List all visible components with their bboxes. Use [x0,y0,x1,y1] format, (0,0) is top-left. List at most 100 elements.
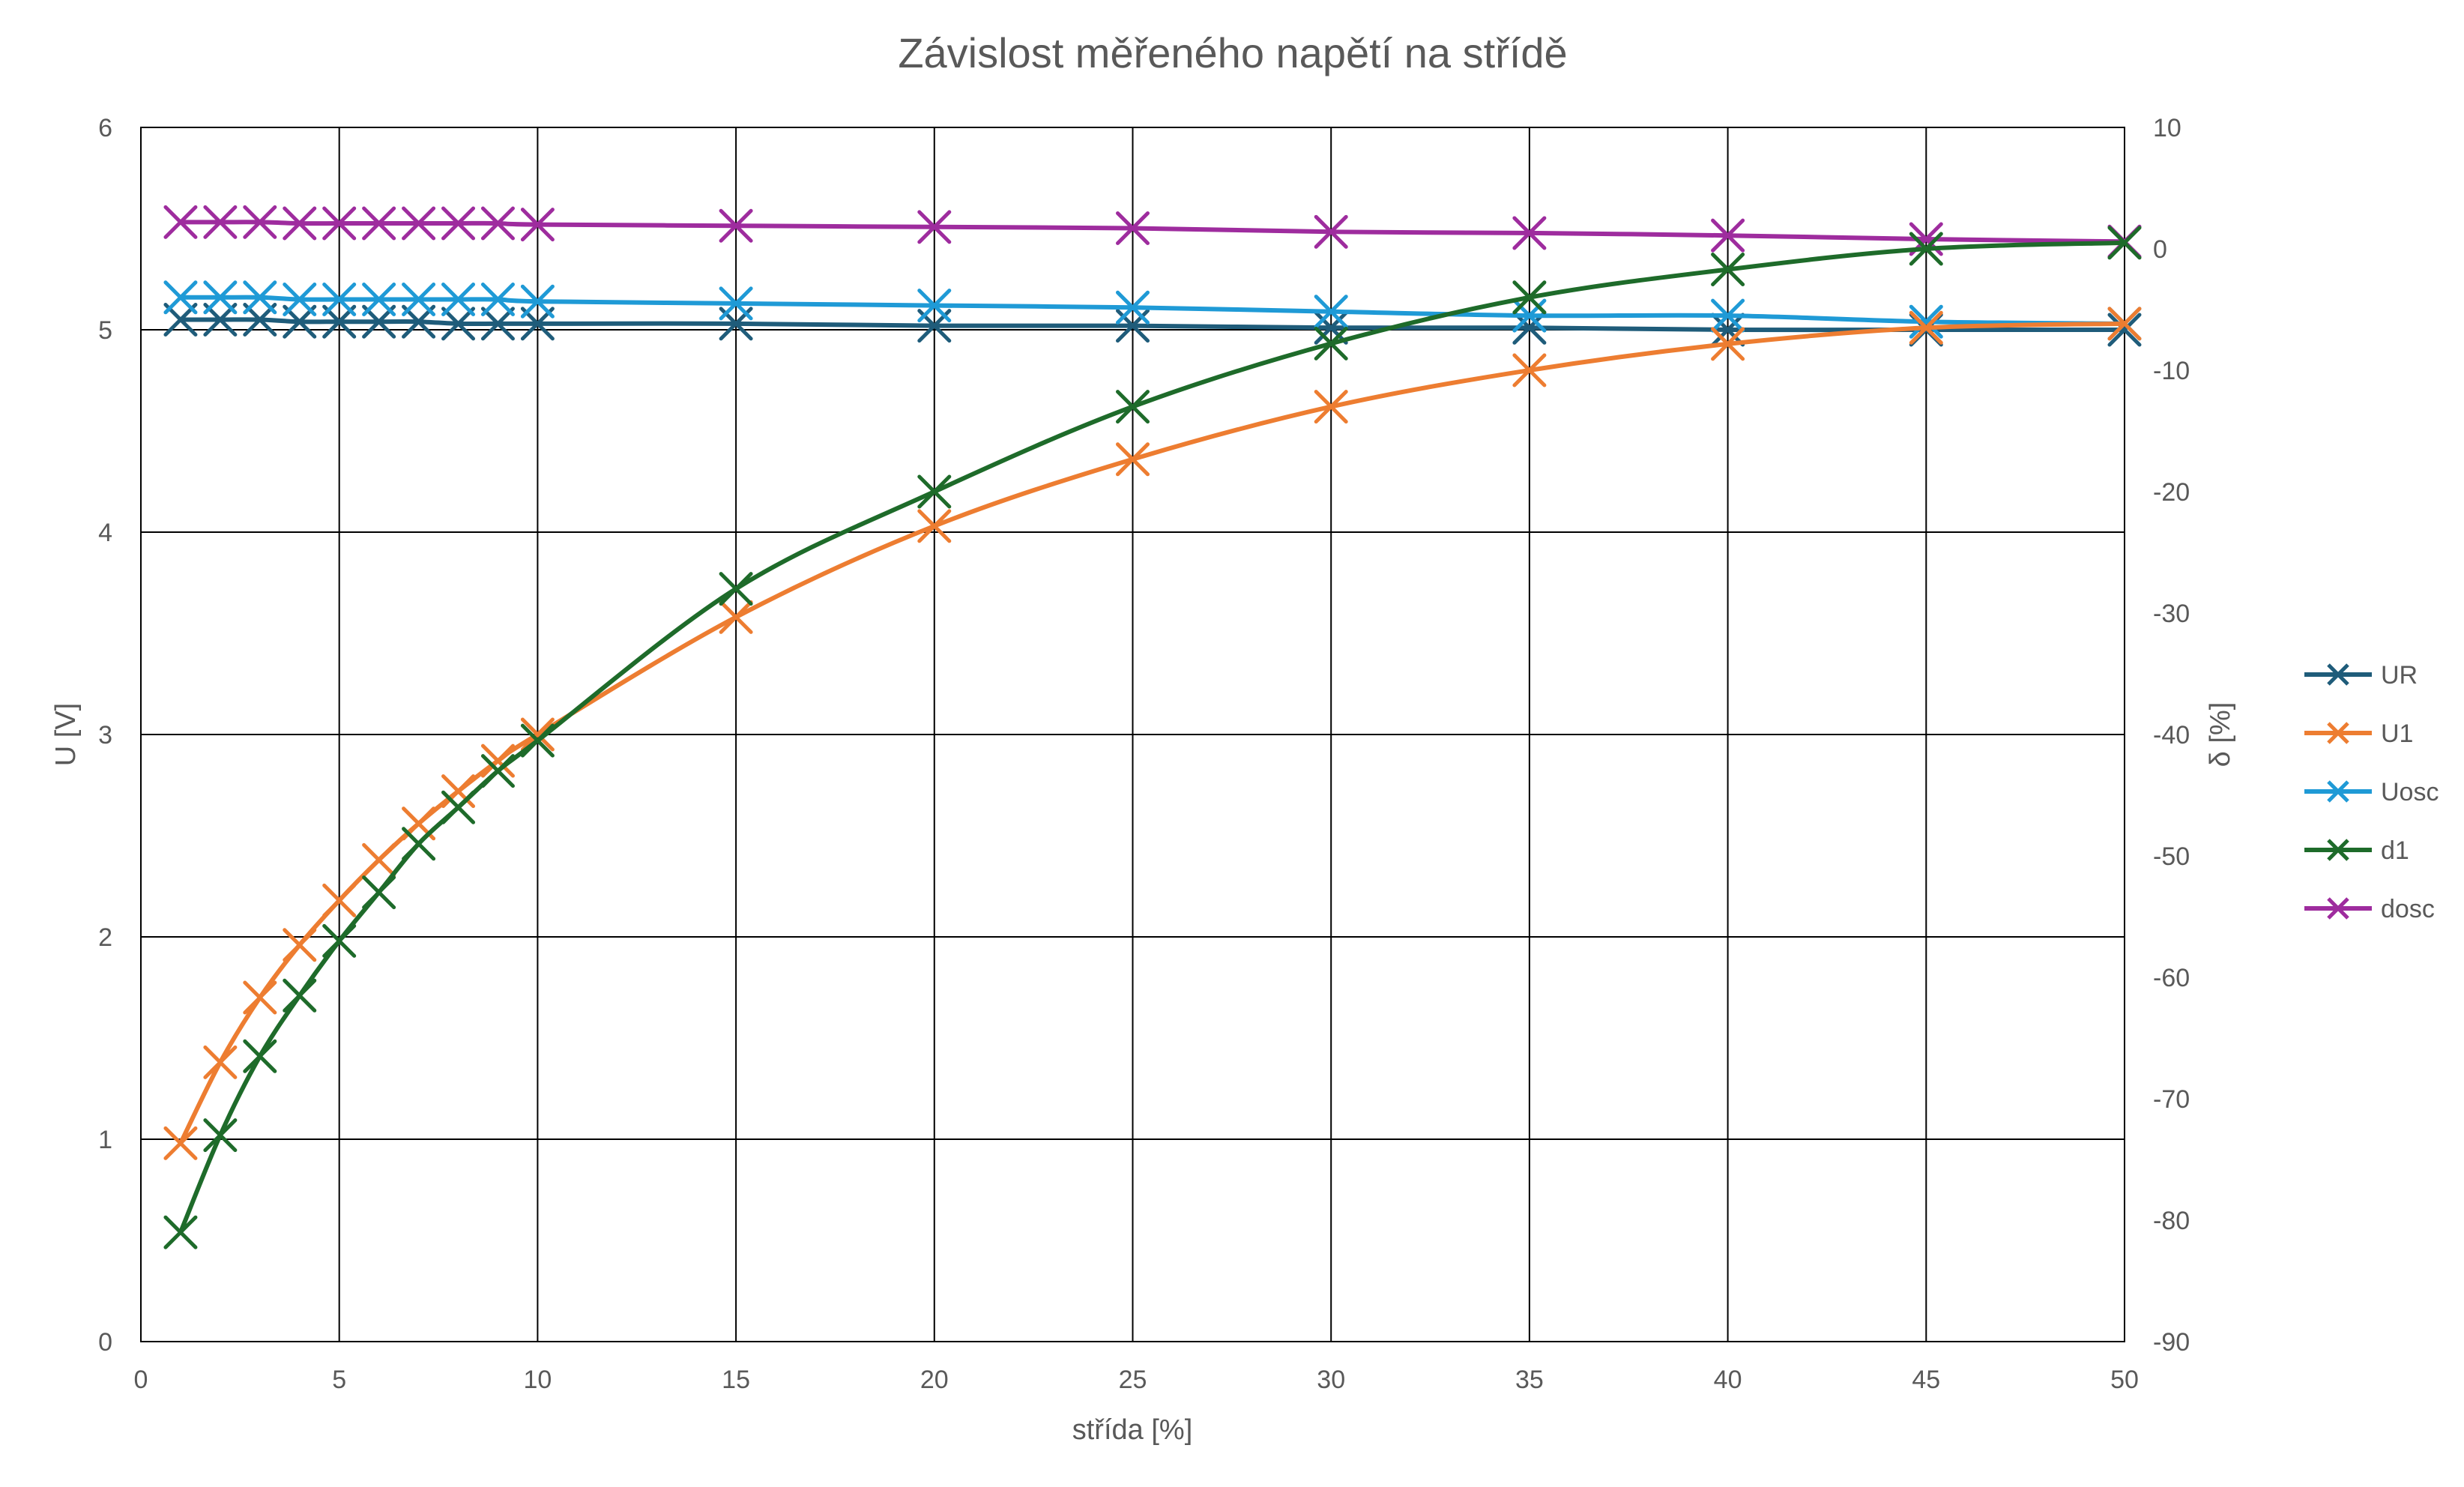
data-point-uosc [163,280,198,315]
y2-tick-label: -60 [2153,964,2190,992]
series-line-d1 [178,240,2127,1235]
data-point-ur [441,307,476,341]
y2-tick-label: -70 [2153,1085,2190,1114]
data-point-d1 [243,1039,277,1073]
data-point-uosc [283,283,317,316]
data-point-dosc [441,206,476,241]
plot-frame [140,127,2125,1342]
data-point-uosc [402,283,436,316]
y2-tick-label: -80 [2153,1207,2190,1235]
data-point-d1 [203,1118,238,1153]
data-point-dosc [1711,218,1745,253]
data-point-u1 [163,1126,198,1160]
x-tick-label: 25 [1119,1366,1147,1394]
data-point-d1 [1116,390,1150,424]
data-point-dosc [362,206,396,241]
y-axis-ticks: 0 1 2 3 4 5 6 [98,114,112,1357]
data-point-dosc [402,206,436,241]
data-point-dosc [283,206,317,241]
data-point-d1 [719,572,753,606]
data-point-u1 [203,1045,238,1079]
y2-tick-label: -10 [2153,357,2190,385]
x-tick-label: 20 [920,1366,949,1394]
data-point-u1 [719,600,753,634]
y2-axis-ticks: -90 -80 -70 -60 -50 -40 -30 -20 -10 0 10 [2153,114,2190,1357]
series-u1 [163,307,2142,1160]
y2-axis-label: δ [%] [2205,702,2236,767]
data-point-d1 [402,827,436,861]
data-point-u1 [243,980,277,1015]
data-point-uosc [917,289,952,323]
plot-border [140,127,2125,1342]
data-point-d1 [1314,326,1348,361]
legend-item-u1: U1 [2304,720,2413,748]
x-tick-label: 45 [1912,1366,1940,1394]
data-point-u1 [520,717,555,752]
data-point-uosc [322,283,357,316]
series-d1 [163,226,2142,1249]
data-point-u1 [283,928,317,962]
series-dosc [163,205,2142,259]
chart-title: Závislost měřeného napětí na střídě [898,29,1567,76]
data-point-ur [480,307,515,341]
series-ur [163,303,2142,347]
y2-tick-label: 10 [2153,114,2181,142]
data-point-ur [1314,310,1348,345]
legend-item-d1: d1 [2304,836,2409,865]
data-point-u1 [1909,310,1943,345]
data-point-d1 [2107,226,2142,260]
legend-item-uosc: Uosc [2304,778,2439,806]
data-point-dosc [520,208,555,242]
data-point-dosc [1116,211,1150,245]
series-layer [163,205,2142,1249]
y-axis-label: U [V] [50,703,82,766]
y2-tick-label: -40 [2153,721,2190,749]
data-point-dosc [1512,216,1547,250]
data-point-dosc [719,208,753,243]
legend-marker [2327,780,2349,803]
data-point-uosc [1711,298,1745,333]
data-point-u1 [1116,442,1150,477]
data-point-d1 [520,723,555,758]
x-axis-ticks: 0 5 10 15 20 25 30 35 40 45 50 [134,1366,2139,1394]
data-point-d1 [283,978,317,1013]
data-point-uosc [203,280,238,315]
series-uosc [163,280,2142,341]
legend-item-dosc: dosc [2304,895,2435,923]
x-tick-label: 35 [1515,1366,1544,1394]
x-tick-label: 50 [2110,1366,2139,1394]
x-tick-label: 40 [1714,1366,1742,1394]
legend-marker [2327,839,2349,861]
data-point-u1 [1512,353,1547,387]
legend: UR U1 Uosc d1 dosc [2304,661,2439,923]
data-point-dosc [203,205,238,239]
y-tick-label: 1 [98,1126,112,1154]
data-point-uosc [520,284,555,319]
series-line-u1 [178,321,2127,1146]
data-point-u1 [2107,307,2142,341]
data-point-uosc [719,286,753,321]
y-tick-label: 2 [98,923,112,952]
legend-label: dosc [2381,895,2435,923]
data-point-dosc [243,205,277,239]
legend-label: d1 [2381,836,2409,865]
data-point-u1 [441,774,476,809]
data-point-uosc [441,283,476,316]
x-tick-label: 0 [134,1366,148,1394]
data-point-dosc [1314,214,1348,249]
series-line-ur [178,317,2127,333]
data-point-d1 [1512,280,1547,315]
data-point-uosc [1116,290,1150,325]
y-tick-label: 3 [98,721,112,749]
data-point-u1 [480,744,515,778]
data-point-u1 [1711,327,1745,361]
x-tick-label: 10 [523,1366,552,1394]
y2-tick-label: -20 [2153,478,2190,507]
data-point-u1 [322,883,357,917]
legend-item-ur: UR [2304,661,2418,690]
y-tick-label: 6 [98,114,112,142]
data-point-u1 [917,509,952,543]
data-point-uosc [1909,304,1943,339]
x-tick-label: 30 [1317,1366,1345,1394]
